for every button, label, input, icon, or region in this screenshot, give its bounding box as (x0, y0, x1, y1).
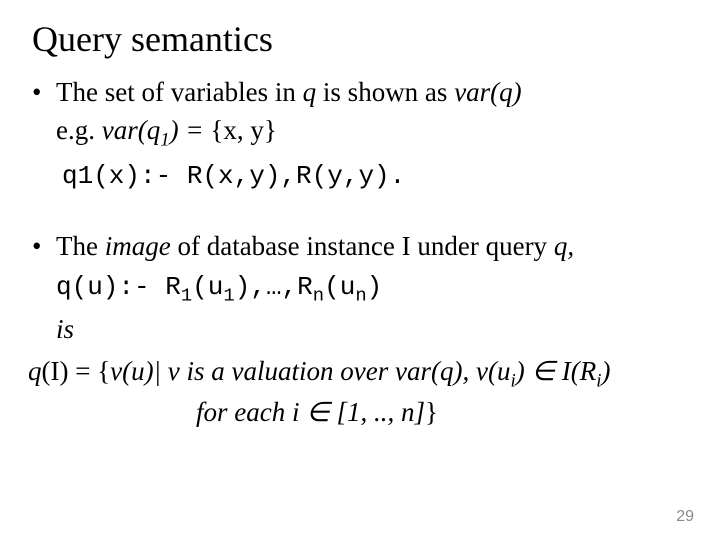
qline-mm: ) ∈ I(R (516, 356, 597, 386)
b2-is: is (56, 311, 692, 347)
b1-line1: The set of variables in q is shown as va… (56, 77, 522, 107)
slide-title: Query semantics (32, 18, 692, 60)
for-end: } (425, 397, 438, 427)
b2-c-m3: (u (324, 272, 355, 302)
b2-l1-image: image (105, 231, 171, 261)
for-pre: for each (196, 397, 292, 427)
qline-q: q (28, 356, 42, 386)
slide-body: The set of variables in q is shown as va… (28, 74, 692, 431)
b1-l2-var: var(q (102, 115, 160, 145)
qline-m1: v(u (469, 356, 510, 386)
for-math: i ∈ [1, .., n] (292, 397, 425, 427)
qline-vu: v(u)| v is a valuation over var(q), (110, 356, 469, 386)
q-of-I-line: q(I) = {v(u)| v is a valuation over var(… (28, 353, 692, 394)
b1-l2-pre: e.g. (56, 115, 102, 145)
b1-line2: e.g. var(q1) = {x, y} (56, 112, 692, 153)
for-each-line: for each i ∈ [1, .., n]} (196, 394, 692, 430)
b1-l2-post: ) = (170, 115, 211, 145)
b1-l1-mid: is shown as (316, 77, 454, 107)
b1-l2-set: {x, y} (210, 115, 276, 145)
b2-c-pre: q(u):- R (56, 272, 181, 302)
b2-c-m2: ),…,R (235, 272, 313, 302)
b2-c-s2: 1 (223, 284, 234, 306)
qline-me: ) (601, 356, 610, 386)
b2-c-end: ) (367, 272, 383, 302)
b2-l1-q: q, (554, 231, 574, 261)
b2-line1: The image of database instance I under q… (56, 231, 574, 261)
b2-c-m1: (u (192, 272, 223, 302)
b1-code: q1(x):- R(x,y),R(y,y). (62, 159, 692, 194)
b2-l1-mid: of database instance I under query (171, 231, 554, 261)
b1-l1-q: q (303, 77, 317, 107)
qline-t1: (I) = { (42, 356, 111, 386)
b2-c-s4: n (355, 284, 366, 306)
b2-l1-pre: The (56, 231, 105, 261)
bullet-2: The image of database instance I under q… (28, 228, 692, 347)
b2-c-s3: n (313, 284, 324, 306)
b2-c-s1: 1 (181, 284, 192, 306)
bullet-1: The set of variables in q is shown as va… (28, 74, 692, 153)
b1-l1-varq: var(q) (454, 77, 521, 107)
b1-l1-pre: The set of variables in (56, 77, 303, 107)
page-number: 29 (676, 508, 694, 526)
b2-code: q(u):- R1(u1),…,Rn(un) (56, 267, 692, 309)
b1-l2-sub: 1 (160, 130, 169, 151)
